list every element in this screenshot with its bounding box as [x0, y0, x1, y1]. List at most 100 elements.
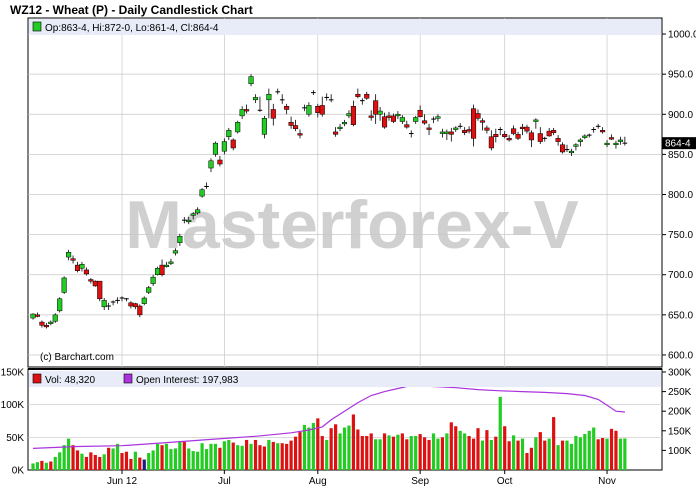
- open-interest-axis: 100K 150K 200K 250K 300K: [662, 368, 692, 457]
- volume-bar: [222, 441, 226, 470]
- candle-body: [74, 264, 81, 271]
- candle-body: [444, 131, 450, 134]
- candle-body: [382, 116, 388, 128]
- price-panel: [27, 17, 663, 368]
- candle-body: [239, 109, 245, 117]
- candle-body: [560, 144, 566, 153]
- candle-body: [350, 106, 356, 125]
- volume-bar: [289, 440, 293, 470]
- volume-bar: [35, 462, 40, 470]
- candle-body: [61, 277, 67, 293]
- candle-body: [235, 122, 241, 133]
- volume-bar: [431, 433, 436, 470]
- candle-body: [515, 134, 521, 139]
- volume-bar: [342, 427, 347, 470]
- volume-bar: [49, 461, 53, 470]
- volume-bar: [405, 439, 409, 470]
- candle-body: [34, 314, 41, 317]
- volume-bar: [200, 443, 204, 470]
- ohlc-legend: Op:863-4, Hi:872-0, Lo:861-4, Cl:864-4: [45, 23, 219, 34]
- volume-bar: [578, 437, 582, 470]
- volume-bar: [569, 443, 574, 470]
- volume-bar: [596, 439, 600, 470]
- candle-body: [555, 138, 561, 142]
- candle-body: [502, 134, 508, 137]
- volume-bar: [427, 439, 431, 470]
- candle-body: [248, 76, 254, 85]
- candle-body: [399, 117, 405, 122]
- volume-bar: [271, 441, 275, 470]
- volume-legend-swatch: [32, 373, 42, 384]
- candle-body: [448, 131, 454, 135]
- volume-bar: [298, 432, 302, 470]
- candle-body: [70, 258, 76, 261]
- candle-body: [439, 131, 445, 134]
- candle-body: [252, 97, 259, 101]
- candle-body: [404, 124, 410, 128]
- volume-bar: [147, 453, 151, 470]
- volume-bar: [347, 425, 351, 470]
- date-label: Nov: [598, 476, 616, 487]
- price-legend-bar: [29, 19, 661, 35]
- volume-bar: [365, 436, 369, 470]
- volume-bar: [133, 451, 137, 470]
- volume-bar: [614, 430, 618, 470]
- price-tick-label: 600.0: [668, 350, 693, 361]
- volume-bar: [80, 453, 84, 470]
- candle-body: [333, 131, 339, 135]
- volume-bar: [547, 438, 551, 470]
- chart-credit: (c) Barchart.com: [40, 352, 114, 363]
- candle-body: [377, 110, 383, 115]
- candle-body: [417, 110, 423, 117]
- volume-bar: [391, 436, 396, 470]
- volume-bar: [182, 441, 186, 470]
- volume-bar: [316, 418, 320, 470]
- volume-bar: [236, 445, 240, 470]
- volume-bar: [560, 440, 565, 470]
- candle-body: [528, 132, 534, 141]
- volume-bar: [311, 422, 315, 470]
- date-label: Jun 12: [107, 476, 137, 487]
- volume-bar: [173, 448, 177, 470]
- candle-body: [422, 120, 428, 124]
- price-tick-label: 1000.0: [668, 30, 696, 41]
- ohlc-high: , Hi:872-0: [87, 23, 131, 34]
- volume-bar: [543, 440, 547, 470]
- volume-bar: [587, 430, 591, 470]
- candle-body: [315, 106, 321, 113]
- volume-bar: [204, 449, 209, 470]
- candle-body: [137, 305, 143, 316]
- candle-body: [43, 325, 49, 328]
- volume-bar: [556, 445, 560, 470]
- volume-bar: [454, 426, 458, 470]
- candle-body: [604, 142, 610, 146]
- candle-body: [341, 122, 348, 125]
- candle-body: [30, 313, 36, 319]
- volume-bars: [31, 396, 627, 470]
- volume-bar: [84, 456, 88, 470]
- volume-bar: [534, 437, 538, 470]
- candle-body: [79, 264, 85, 269]
- candle-body: [435, 116, 441, 119]
- candle-body: [217, 159, 223, 165]
- candle-body: [155, 268, 161, 275]
- volume-bar: [31, 463, 35, 470]
- candle-body: [306, 105, 312, 115]
- volume-bar: [623, 438, 627, 470]
- volume-bar: [151, 450, 155, 470]
- volume-bar: [618, 438, 622, 470]
- oi-tick-label: 100K: [668, 446, 692, 457]
- candle-body: [524, 126, 530, 132]
- volume-bar: [218, 447, 222, 470]
- volume-bar: [396, 434, 400, 470]
- candle-body: [346, 113, 352, 117]
- volume-bar: [400, 433, 404, 470]
- volume-bar: [445, 433, 449, 470]
- volume-bar: [89, 452, 93, 470]
- candle-body: [462, 130, 468, 133]
- volume-bar: [53, 456, 57, 470]
- volume-bar: [538, 432, 542, 470]
- volume-tick-label: 150K: [1, 368, 25, 379]
- volume-bar: [276, 443, 280, 470]
- volume-bar: [609, 428, 614, 470]
